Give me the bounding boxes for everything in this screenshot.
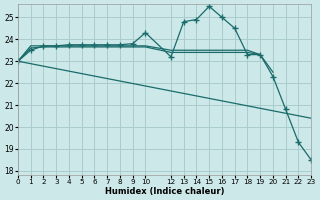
X-axis label: Humidex (Indice chaleur): Humidex (Indice chaleur)	[105, 187, 224, 196]
